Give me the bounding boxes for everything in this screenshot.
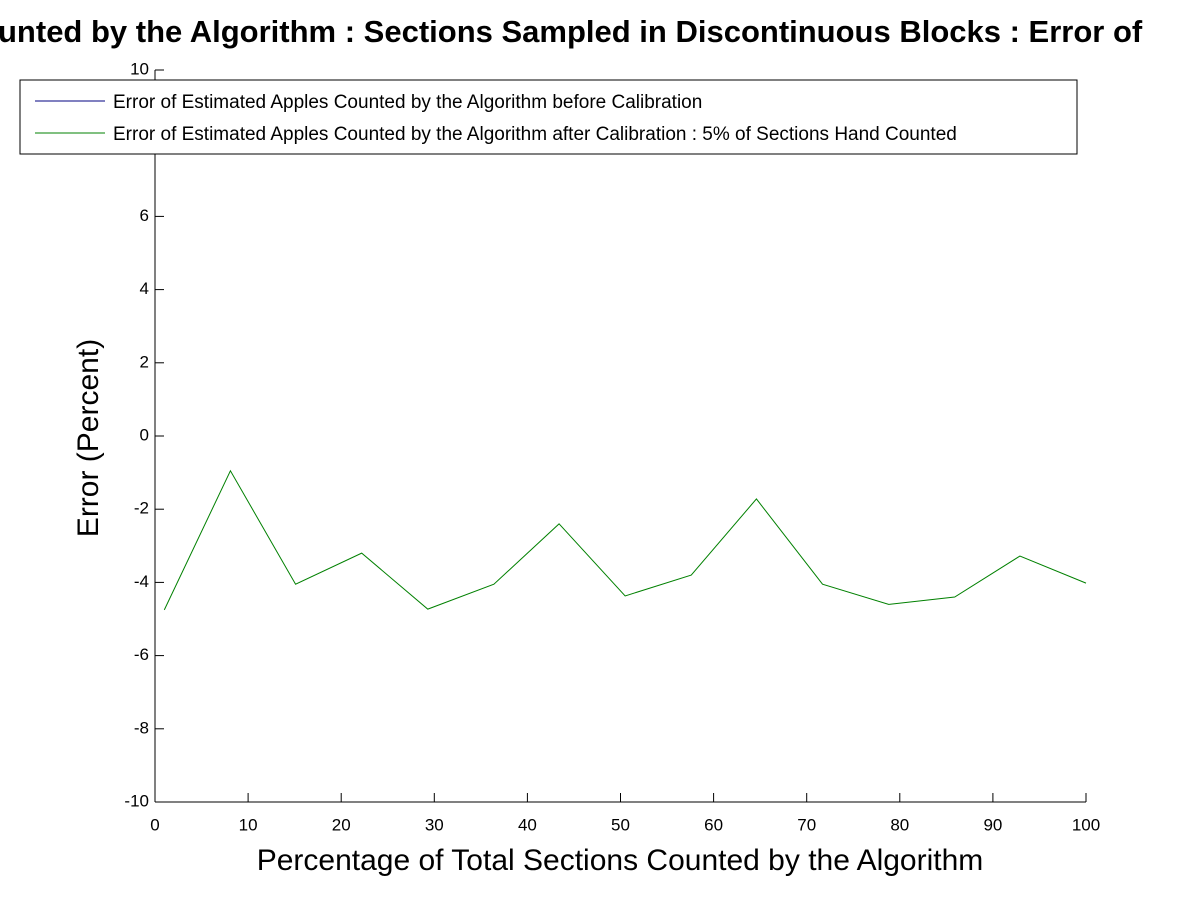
y-tick-label: 2 [140,352,149,371]
y-tick-label: -4 [134,572,149,591]
y-tick-label: -8 [134,718,149,737]
x-tick-label: 30 [425,815,444,834]
y-tick-label: 0 [140,425,149,444]
x-tick-label: 90 [983,815,1002,834]
y-tick-label: -6 [134,645,149,664]
x-tick-label: 80 [890,815,909,834]
y-tick-label: 6 [140,206,149,225]
x-tick-label: 100 [1072,815,1100,834]
x-tick-label: 20 [332,815,351,834]
legend-label: Error of Estimated Apples Counted by the… [113,92,702,113]
x-tick-label: 0 [150,815,159,834]
x-tick-label: 40 [518,815,537,834]
series-line [163,469,1087,611]
y-tick-label: 4 [140,279,149,298]
y-tick-label: 10 [130,59,149,78]
x-tick-label: 50 [611,815,630,834]
x-axis-label: Percentage of Total Sections Counted by … [257,844,984,877]
x-tick-label: 60 [704,815,723,834]
x-tick-label: 70 [797,815,816,834]
y-axis-label: Error (Percent) [72,339,105,537]
x-tick-label: 10 [239,815,258,834]
y-tick-label: -2 [134,499,149,518]
y-tick-label: -10 [124,791,149,810]
legend-box [19,79,1078,155]
legend-label: Error of Estimated Apples Counted by the… [113,124,957,145]
chart-title: unted by the Algorithm : Sections Sample… [0,14,1143,49]
